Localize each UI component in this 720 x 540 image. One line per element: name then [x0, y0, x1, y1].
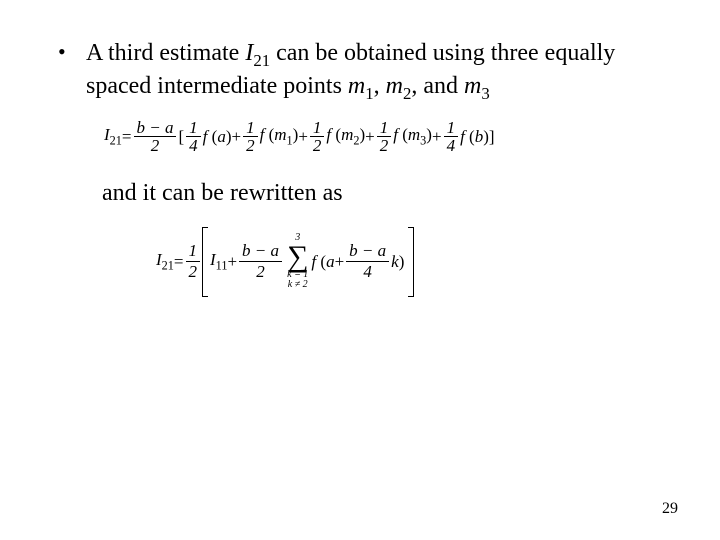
right-bracket-icon [408, 227, 414, 297]
bullet-marker: • [58, 38, 86, 66]
bullet-item: • A third estimate I21 can be obtained u… [58, 38, 680, 105]
left-bracket-icon [202, 227, 208, 297]
page-number: 29 [662, 500, 678, 518]
sigma-icon: 3 ∑ k = 1 k ≠ 2 [287, 233, 308, 290]
equation-2: I21 = 12 I11 + b − a2 3 ∑ k = 1 k ≠ 2 f … [156, 227, 680, 297]
equation-1: I21 = b − a2 [ 14 f (a) + 12 f (m1) + 12… [104, 119, 680, 154]
bullet-text: A third estimate I21 can be obtained usi… [86, 38, 680, 105]
transition-text: and it can be rewritten as [102, 180, 680, 207]
